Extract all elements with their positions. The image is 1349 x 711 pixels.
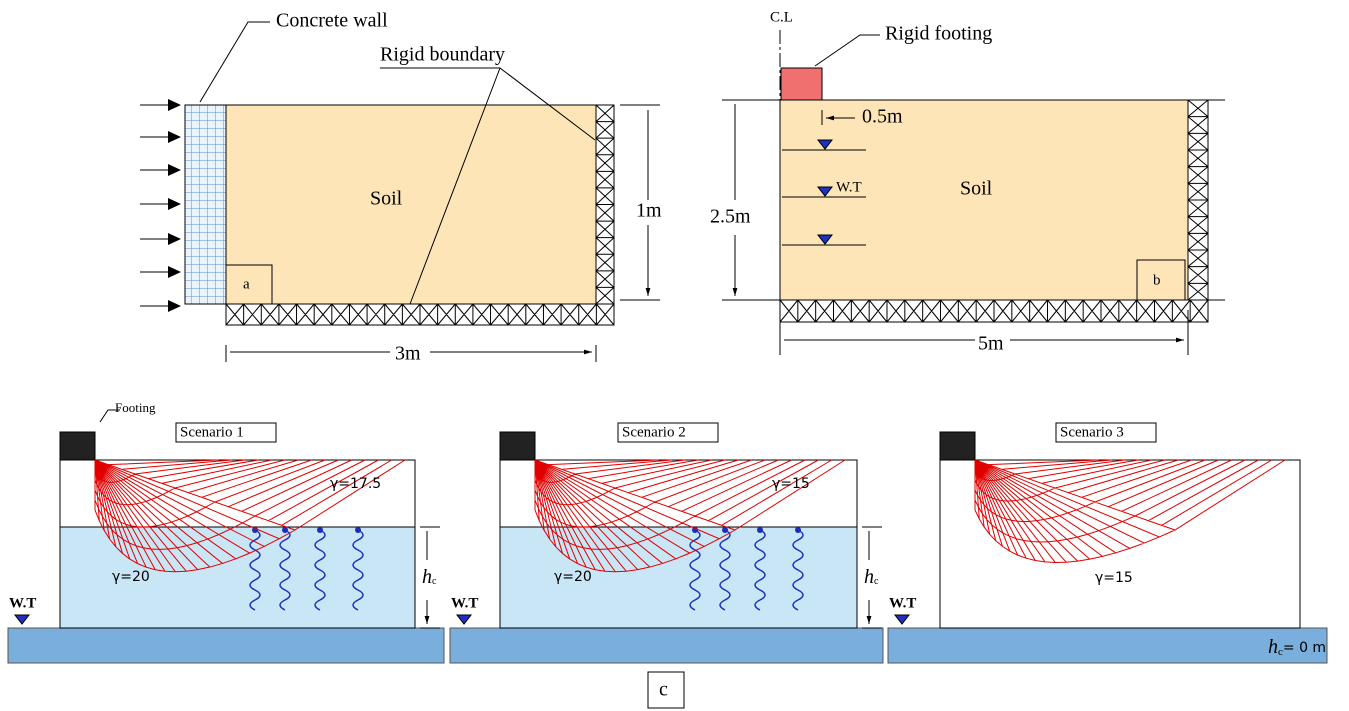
arrow-head (168, 266, 181, 278)
hc-symbol: h (864, 566, 874, 588)
scenario: Scenario 2 γ=15 γ=20 hc W.T (450, 423, 883, 663)
hc-symbol: h (1268, 636, 1278, 658)
unit-weight: γ=15 (1095, 570, 1133, 586)
water-table-label: W.T (9, 595, 36, 611)
water-table-mark (457, 615, 471, 624)
capillary-head (757, 527, 763, 533)
footing-label: Footing (115, 400, 156, 415)
unit-weight: γ=20 (112, 569, 150, 585)
width-label: 3m (395, 343, 421, 365)
leader (815, 35, 880, 66)
arrow-head (168, 198, 181, 210)
water-table-label: W.T (836, 179, 862, 195)
base-layer (888, 628, 1327, 663)
soil-label: Soil (370, 188, 403, 210)
rigid-boundary (226, 304, 614, 325)
unit-weight: γ=15 (772, 476, 810, 492)
footing (500, 432, 535, 460)
boundary-label: Rigid boundary (380, 44, 505, 66)
scenario-title: Scenario 1 (180, 424, 244, 440)
panel-a: a Soil Concrete wall Rigid boundary 1m 3… (140, 10, 662, 365)
rigid-boundary (780, 300, 1208, 322)
arrow-head (168, 99, 181, 111)
concrete-wall (185, 105, 226, 304)
base-layer (450, 628, 883, 663)
height-label: 1m (636, 200, 662, 222)
capillary-head (282, 527, 288, 533)
hc-label: hc (422, 566, 437, 588)
hc-symbol: h (422, 566, 432, 588)
width-label: 5m (978, 333, 1004, 355)
footing (940, 432, 975, 460)
unit-weight: γ=20 (554, 569, 592, 585)
unit-weight: γ=17.5 (330, 476, 381, 492)
centerline-label: C.L (770, 9, 793, 25)
page: a Soil Concrete wall Rigid boundary 1m 3… (0, 0, 1349, 711)
wall-label: Concrete wall (276, 10, 388, 32)
hc-label: hc (864, 566, 879, 588)
capillary-head (722, 527, 728, 533)
tag: b (1153, 272, 1161, 288)
scenario: Scenario 1 γ=17.5 γ=20 hc W.T (8, 423, 444, 663)
water-table-mark (15, 615, 29, 624)
hc-subscript: c (874, 576, 879, 587)
hc-rest: = 0 m (1283, 640, 1326, 656)
soil-body (226, 105, 596, 304)
rigid-footing (781, 68, 822, 100)
rigid-boundary (1188, 100, 1208, 300)
arrow-head (168, 131, 181, 143)
water-table-label: W.T (889, 595, 916, 611)
scenario-title: Scenario 2 (622, 424, 686, 440)
panel-b: C.L Rigid footing 0.5m W.T Soil 2.5m 5m … (710, 9, 1225, 355)
water-table-label: W.T (451, 595, 478, 611)
figure: a Soil Concrete wall Rigid boundary 1m 3… (0, 0, 1349, 711)
arrow-head (168, 233, 181, 245)
tag: c (659, 679, 668, 701)
hc-subscript: c (432, 576, 437, 587)
tag: a (243, 276, 250, 292)
arrow-head (168, 164, 181, 176)
leader (200, 22, 270, 102)
capillary-head (317, 527, 323, 533)
soil-body (780, 100, 1188, 300)
base-layer (8, 628, 444, 663)
arrow-head (168, 300, 181, 312)
rigid-boundary (596, 105, 614, 304)
scenario-title: Scenario 3 (1060, 424, 1124, 440)
footing (60, 432, 95, 460)
offset-label: 0.5m (862, 106, 903, 128)
height-label: 2.5m (710, 206, 751, 228)
water-table-mark (895, 615, 909, 624)
capillary-head (795, 527, 801, 533)
footing-label: Rigid footing (885, 23, 992, 45)
capillary-head (355, 527, 361, 533)
soil-label: Soil (960, 178, 993, 200)
